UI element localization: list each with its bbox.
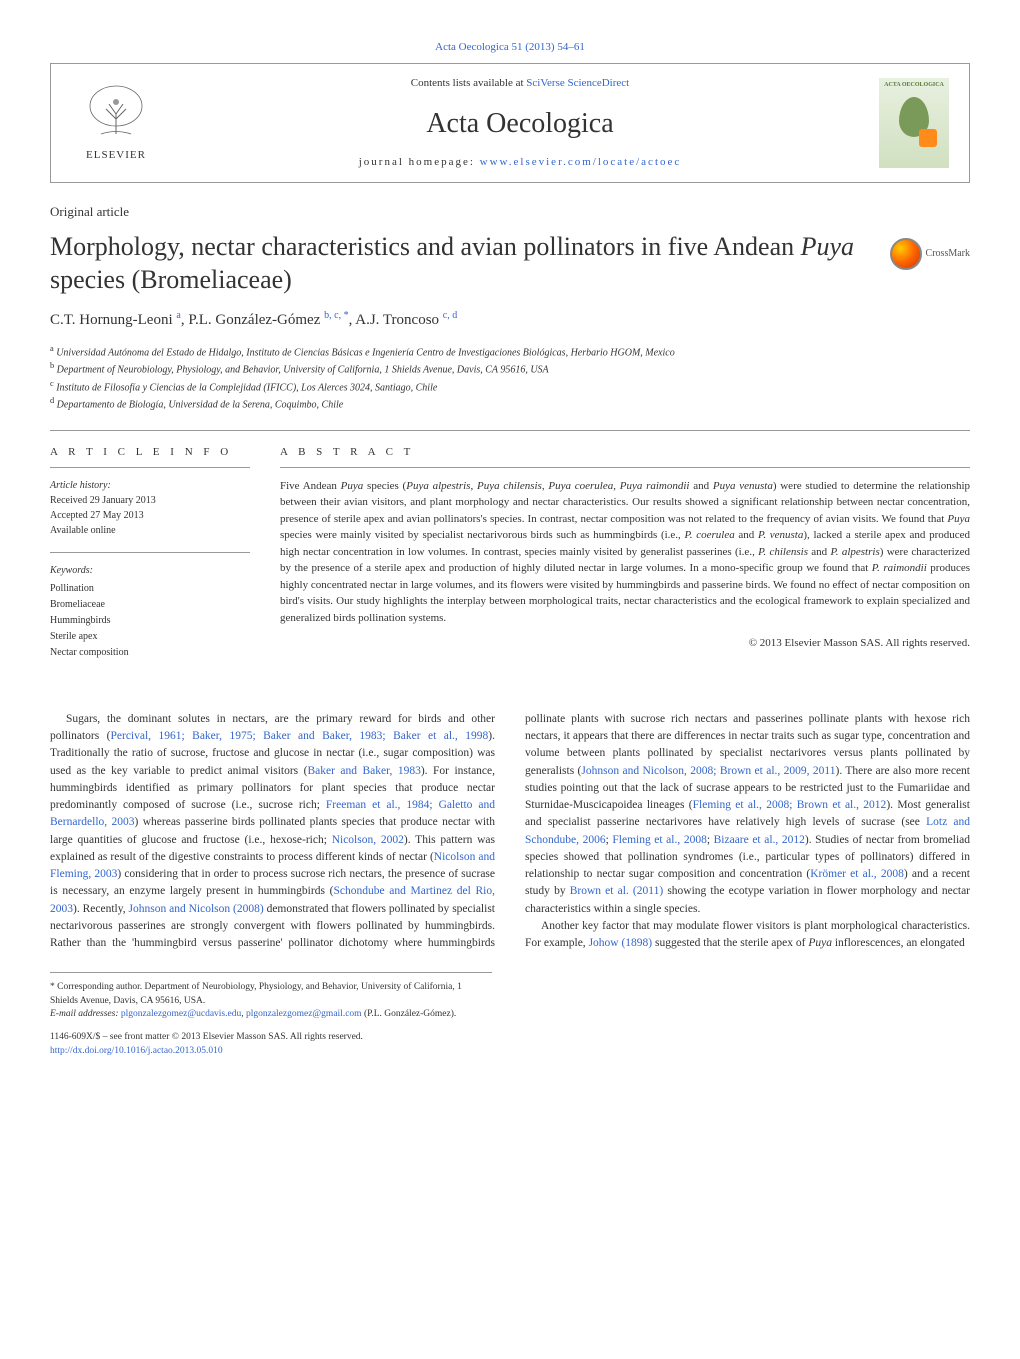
keyword: Pollination — [50, 583, 94, 594]
affiliation-d: d Departamento de Biología, Universidad … — [50, 395, 970, 412]
abstract-column: A B S T R A C T Five Andean Puya species… — [280, 445, 970, 660]
cover-title: ACTA OECOLOGICA — [884, 82, 944, 89]
body-paragraph-1: Sugars, the dominant solutes in nectars,… — [50, 711, 970, 953]
abstract-copyright: © 2013 Elsevier Masson SAS. All rights r… — [280, 636, 970, 651]
keyword: Hummingbirds — [50, 615, 111, 626]
elsevier-label: ELSEVIER — [86, 148, 146, 163]
article-info-heading: A R T I C L E I N F O — [50, 445, 250, 467]
body-paragraph-2: Another key factor that may modulate flo… — [525, 918, 970, 953]
crossmark-label: CrossMark — [926, 247, 970, 261]
abstract-heading: A B S T R A C T — [280, 445, 970, 467]
article-info-column: A R T I C L E I N F O Article history: R… — [50, 445, 250, 660]
email-line: E-mail addresses: plgonzalezgomez@ucdavi… — [50, 1008, 492, 1021]
elsevier-tree-icon — [81, 84, 151, 144]
info-abstract-row: A R T I C L E I N F O Article history: R… — [50, 445, 970, 660]
elsevier-logo: ELSEVIER — [71, 78, 161, 168]
affiliation-c: c Instituto de Filosofía y Ciencias de l… — [50, 378, 970, 395]
body-text: Sugars, the dominant solutes in nectars,… — [50, 711, 970, 953]
contents-line: Contents lists available at SciVerse Sci… — [161, 76, 879, 91]
journal-citation[interactable]: Acta Oecologica 51 (2013) 54–61 — [50, 40, 970, 55]
authors: C.T. Hornung-Leoni a, P.L. González-Góme… — [50, 309, 970, 331]
crossmark-badge[interactable]: CrossMark — [890, 238, 970, 270]
affiliation-b: b Department of Neurobiology, Physiology… — [50, 360, 970, 377]
doi-link[interactable]: http://dx.doi.org/10.1016/j.actao.2013.0… — [50, 1046, 223, 1056]
article-type: Original article — [50, 203, 970, 221]
crossmark-icon — [890, 238, 922, 270]
corresponding-author: * Corresponding author. Department of Ne… — [50, 981, 492, 1008]
article-history: Article history: Received 29 January 201… — [50, 478, 250, 538]
journal-name: Acta Oecologica — [161, 104, 879, 143]
header-center: Contents lists available at SciVerse Sci… — [161, 76, 879, 170]
footnotes: * Corresponding author. Department of Ne… — [50, 972, 492, 1021]
abstract-text: Five Andean Puya species (Puya alpestris… — [280, 478, 970, 627]
title-row: Morphology, nectar characteristics and a… — [50, 230, 970, 298]
journal-header: ELSEVIER Contents lists available at Sci… — [50, 63, 970, 183]
homepage-line: journal homepage: www.elsevier.com/locat… — [161, 155, 879, 170]
article-title: Morphology, nectar characteristics and a… — [50, 230, 870, 298]
keywords-block: Keywords: Pollination Bromeliaceae Hummi… — [50, 552, 250, 661]
keyword: Bromeliaceae — [50, 599, 105, 610]
journal-cover-thumbnail: ACTA OECOLOGICA — [879, 78, 949, 168]
keyword: Nectar composition — [50, 647, 129, 658]
issn-line: 1146-609X/$ – see front matter © 2013 El… — [50, 1031, 492, 1044]
cover-graphic-icon — [899, 97, 929, 137]
keywords-label: Keywords: — [50, 563, 250, 579]
affiliation-a: a Universidad Autónoma del Estado de Hid… — [50, 343, 970, 360]
footer-block: 1146-609X/$ – see front matter © 2013 El… — [50, 1031, 492, 1058]
keyword: Sterile apex — [50, 631, 97, 642]
sciencedirect-link[interactable]: SciVerse ScienceDirect — [526, 77, 629, 89]
homepage-link[interactable]: www.elsevier.com/locate/actoec — [480, 156, 682, 168]
divider — [50, 430, 970, 431]
affiliations: a Universidad Autónoma del Estado de Hid… — [50, 343, 970, 412]
